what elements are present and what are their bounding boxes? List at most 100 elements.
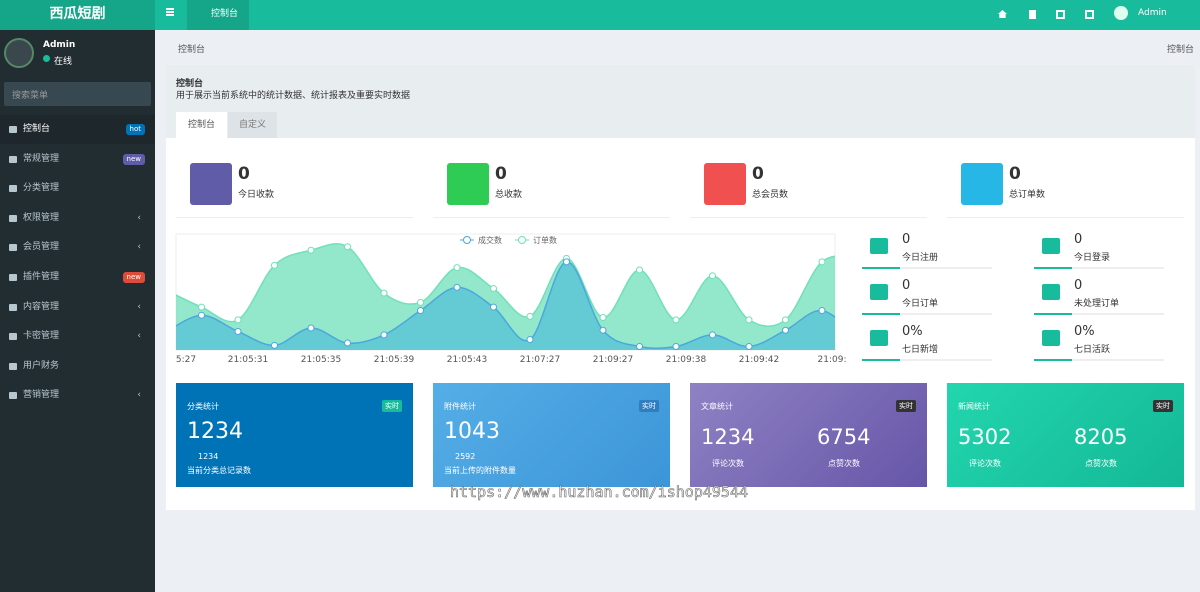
menu-item[interactable]: 内容管理 ‹ — [0, 293, 155, 322]
x-tick-label: 21:09:42 — [739, 355, 779, 365]
mini-icon — [1042, 238, 1060, 254]
mini-bar — [862, 267, 992, 269]
point — [271, 341, 278, 349]
point — [672, 316, 680, 324]
point — [856, 335, 862, 341]
card-value: 1234 — [187, 419, 243, 444]
x-tick-label: 21:07:27 — [520, 355, 560, 365]
mini-bar-fill — [862, 359, 900, 361]
x-tick-label: 21:05:35 — [301, 355, 341, 365]
brand[interactable]: 西瓜短剧 — [0, 0, 155, 30]
point — [490, 285, 497, 293]
mini-bar — [1034, 313, 1164, 315]
x-tick-label: 21:05:43 — [447, 355, 487, 365]
mini-label: 今日登录 — [1074, 253, 1111, 263]
mini-value: 0 — [1074, 232, 1083, 247]
mini-bar — [1034, 267, 1164, 269]
mini-label: 今日订单 — [902, 299, 939, 309]
search-placeholder: 搜索菜单 — [12, 91, 49, 101]
point — [380, 289, 388, 297]
point — [198, 311, 205, 319]
card-sub: 2592 — [455, 452, 476, 461]
menu-toggle[interactable] — [166, 8, 174, 10]
point — [856, 254, 862, 260]
x-tick-label: 21:09: — [818, 355, 847, 365]
card-tag: 实时 — [1153, 400, 1173, 412]
point — [782, 316, 789, 324]
tab-label: 控制台 — [211, 9, 239, 19]
panel-heading — [166, 65, 1195, 138]
menu-badge: hot — [125, 124, 145, 135]
menu-item[interactable]: 插件管理 new — [0, 263, 155, 292]
mini-stat: 0% 七日新增 — [862, 324, 1012, 368]
point — [709, 272, 716, 280]
menu-icon — [9, 392, 17, 400]
mini-label: 七日活跃 — [1074, 345, 1111, 355]
panel-title: 控制台 — [176, 79, 204, 89]
menu-item[interactable]: 营销管理 ‹ — [0, 381, 155, 410]
menu-item[interactable]: 会员管理 ‹ — [0, 233, 155, 262]
breadcrumb: 控制台 — [178, 45, 206, 55]
card-tag: 实时 — [639, 400, 659, 412]
stat-box: 附件统计 实时 1043 2592 当前上传的附件数量 — [433, 383, 670, 487]
menu-item[interactable]: 控制台 hot — [0, 115, 155, 144]
card-label: 点赞次数 — [1085, 459, 1117, 468]
mini-stat: 0 今日订单 — [862, 278, 1012, 322]
stat-value: 0 — [1009, 164, 1021, 184]
point — [672, 343, 680, 351]
avatar[interactable] — [1114, 6, 1128, 20]
point — [344, 339, 351, 347]
top-user[interactable]: Admin — [1138, 8, 1167, 18]
tab[interactable]: 自定义 — [228, 112, 277, 138]
stat-box: 文章统计 实时 1234 评论次数 6754 点赞次数 — [690, 383, 927, 487]
menu-icon — [9, 303, 17, 311]
point — [344, 243, 351, 251]
tab-active[interactable]: 控制台 — [176, 112, 227, 138]
menu-item[interactable]: 用户财务 — [0, 352, 155, 381]
x-tick-label: 5:27 — [176, 355, 196, 365]
point — [307, 324, 315, 332]
card-label: 评论次数 — [969, 459, 1001, 468]
menu-label: 营销管理 — [23, 390, 60, 401]
area — [176, 243, 835, 350]
menu-label: 分类管理 — [23, 183, 60, 194]
mini-icon — [870, 238, 888, 254]
mini-label: 七日新增 — [902, 345, 939, 355]
stat-icon — [447, 163, 489, 205]
card-value: 1043 — [444, 419, 500, 444]
trash-icon[interactable] — [1029, 10, 1036, 19]
mini-bar — [862, 313, 992, 315]
menu-item[interactable]: 分类管理 — [0, 174, 155, 203]
side-user: Admin — [43, 40, 76, 50]
mini-bar-fill — [1034, 267, 1072, 269]
legend-marker — [518, 236, 526, 244]
menu-item[interactable]: 常规管理 new — [0, 145, 155, 174]
mini-bar-fill — [862, 313, 900, 315]
mini-label: 未处理订单 — [1074, 299, 1120, 309]
stat-value: 0 — [495, 164, 507, 184]
mini-value: 0% — [1074, 324, 1095, 339]
lang-icon[interactable] — [1056, 10, 1065, 19]
menu-item[interactable]: 权限管理 ‹ — [0, 204, 155, 233]
breadcrumb-right: 控制台 — [1167, 45, 1195, 55]
card-title: 新闻统计 — [958, 402, 990, 411]
mini-icon — [870, 330, 888, 346]
card-sub: 1234 — [198, 452, 219, 461]
point — [234, 327, 242, 335]
home-icon[interactable] — [998, 10, 1007, 18]
top-bar: 控制台 Admin — [0, 0, 1200, 30]
menu-icon — [9, 126, 17, 133]
menu-icon — [9, 155, 17, 163]
stat-value: 0 — [238, 164, 250, 184]
menu-item[interactable]: 卡密管理 ‹ — [0, 322, 155, 351]
point — [599, 314, 607, 322]
top-tab[interactable]: 控制台 — [187, 0, 249, 30]
card-tag: 实时 — [896, 400, 916, 412]
stat-card: 0 总会员数 — [690, 158, 927, 218]
stat-label: 总收款 — [495, 190, 523, 200]
stat-icon — [190, 163, 232, 205]
menu-icon — [9, 274, 17, 281]
fullscreen-icon[interactable] — [1085, 10, 1094, 19]
search-box[interactable]: 搜索菜单 — [4, 82, 151, 106]
mini-value: 0 — [1074, 278, 1083, 293]
